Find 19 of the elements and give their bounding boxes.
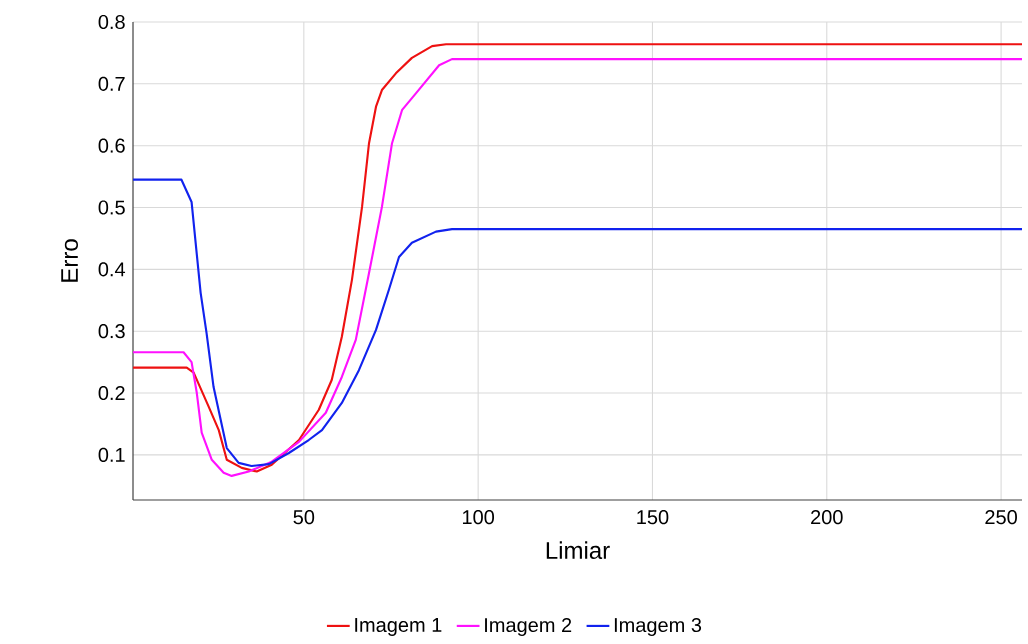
legend-label: Imagem 2 — [485, 617, 572, 637]
y-tick-label: 0.2 — [98, 385, 125, 401]
x-tick-label: 200 — [811, 510, 843, 525]
y-axis-title: Erro — [61, 239, 78, 282]
x-tick-label: 150 — [637, 510, 669, 525]
y-tick-label: 0.5 — [98, 200, 125, 215]
line-series — [133, 178, 1023, 468]
y-tick-label: 0.6 — [98, 138, 125, 153]
x-axis-title: Limiar — [546, 541, 610, 559]
y-tick-label: 0.3 — [98, 324, 125, 339]
legend-label: Imagem 1 — [355, 618, 442, 636]
legend-label: Imagem 3 — [614, 617, 702, 637]
x-tick-label: 50 — [293, 510, 315, 525]
y-tick-label: 0.1 — [98, 447, 125, 462]
y-tick-label: 0.8 — [98, 14, 125, 30]
y-tick-label: 0.4 — [98, 262, 126, 277]
x-tick-label: 100 — [462, 510, 495, 525]
x-tick-label: 250 — [985, 510, 1017, 525]
y-tick-label: 0.7 — [98, 76, 125, 91]
